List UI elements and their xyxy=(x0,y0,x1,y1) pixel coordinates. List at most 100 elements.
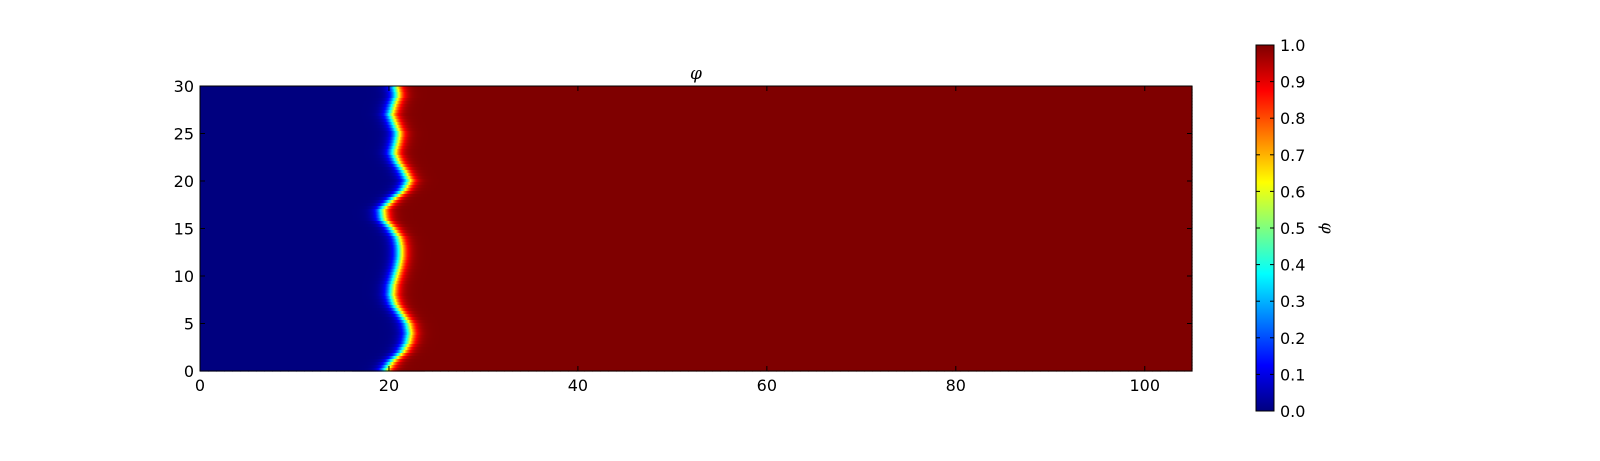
heatmap-cell xyxy=(373,128,375,132)
heatmap-cell xyxy=(1140,134,1149,138)
heatmap-cell xyxy=(208,110,217,114)
heatmap-cell xyxy=(667,128,676,132)
heatmap-cell xyxy=(398,161,400,165)
heatmap-cell xyxy=(488,122,497,126)
heatmap-cell xyxy=(476,161,485,165)
heatmap-cell xyxy=(401,122,403,126)
heatmap-cell xyxy=(837,113,846,117)
heatmap-cell xyxy=(800,122,809,126)
heatmap-cell xyxy=(256,146,265,150)
heatmap-cell xyxy=(419,131,421,135)
heatmap-cell xyxy=(756,161,765,165)
heatmap-cell xyxy=(395,134,397,138)
heatmap-cell xyxy=(1004,161,1013,165)
heatmap-cell xyxy=(394,161,396,165)
heatmap-cell xyxy=(395,125,397,129)
heatmap-cell xyxy=(931,137,940,141)
heatmap-cell xyxy=(1035,128,1044,132)
heatmap-cell xyxy=(392,137,394,141)
heatmap-cell xyxy=(1040,122,1049,126)
heatmap-cell xyxy=(898,158,907,162)
heatmap-cell xyxy=(1004,131,1013,135)
heatmap-cell xyxy=(390,107,392,111)
heatmap-cell xyxy=(902,116,911,120)
heatmap-cell xyxy=(379,152,381,156)
heatmap-cell xyxy=(385,125,387,129)
heatmap-cell xyxy=(787,95,796,99)
heatmap-cell xyxy=(216,161,225,165)
heatmap-cell xyxy=(366,155,368,159)
heatmap-cell xyxy=(844,134,853,138)
heatmap-cell xyxy=(954,143,963,147)
heatmap-cell xyxy=(848,122,857,126)
heatmap-cell xyxy=(423,155,425,159)
heatmap-cell xyxy=(1106,89,1115,93)
heatmap-cell xyxy=(924,161,933,165)
heatmap-cell xyxy=(1058,98,1067,102)
heatmap-cell xyxy=(582,107,591,111)
heatmap-cell xyxy=(411,131,413,135)
heatmap-cell xyxy=(360,155,362,159)
heatmap-cell xyxy=(397,107,399,111)
heatmap-cell xyxy=(413,101,415,105)
heatmap-cell xyxy=(1108,131,1117,135)
heatmap-cell xyxy=(216,113,225,117)
heatmap-cell xyxy=(502,107,511,111)
heatmap-cell xyxy=(1166,116,1175,120)
heatmap-cell xyxy=(478,164,487,168)
heatmap-cell xyxy=(405,158,407,162)
heatmap-cell xyxy=(834,86,843,90)
heatmap-cell xyxy=(399,146,401,150)
heatmap-cell xyxy=(398,125,400,129)
heatmap-cell xyxy=(256,152,265,156)
heatmap-cell xyxy=(1118,116,1127,120)
heatmap-cell xyxy=(296,143,305,147)
heatmap-cell xyxy=(686,107,695,111)
heatmap-cell xyxy=(397,143,399,147)
heatmap-cell xyxy=(409,128,411,132)
heatmap-cell xyxy=(420,155,422,159)
heatmap-cell xyxy=(426,137,428,141)
heatmap-cell xyxy=(407,110,409,114)
heatmap-cell xyxy=(272,110,281,114)
heatmap-cell xyxy=(1086,107,1095,111)
heatmap-cell xyxy=(256,137,265,141)
heatmap-cell xyxy=(977,155,986,159)
heatmap-cell xyxy=(288,158,297,162)
heatmap-cell xyxy=(494,116,503,120)
heatmap-cell xyxy=(378,137,380,141)
heatmap-cell xyxy=(891,92,900,96)
heatmap-cell xyxy=(411,122,413,126)
heatmap-cell xyxy=(675,128,684,132)
heatmap-cell xyxy=(1058,86,1067,90)
heatmap-cell xyxy=(280,152,289,156)
heatmap-cell xyxy=(899,140,908,144)
heatmap-cell xyxy=(835,128,844,132)
heatmap-cell xyxy=(521,155,530,159)
heatmap-cell xyxy=(200,98,209,102)
heatmap-cell xyxy=(377,92,379,96)
heatmap-cell xyxy=(361,146,363,150)
heatmap-cell xyxy=(1049,146,1058,150)
heatmap-cell xyxy=(376,98,378,102)
heatmap-cell xyxy=(747,137,756,141)
heatmap-cell xyxy=(381,104,383,108)
heatmap-cell xyxy=(670,110,679,114)
heatmap-cell xyxy=(381,128,383,132)
heatmap-cell xyxy=(714,143,723,147)
heatmap-cell xyxy=(428,86,430,90)
heatmap-cell xyxy=(609,155,618,159)
heatmap-cell xyxy=(1083,137,1092,141)
heatmap-cell xyxy=(378,134,380,138)
heatmap-cell xyxy=(1030,116,1039,120)
heatmap-cell xyxy=(422,98,424,102)
heatmap-cell xyxy=(416,86,418,90)
heatmap-cell xyxy=(404,89,406,93)
heatmap-cell xyxy=(414,113,416,117)
heatmap-cell xyxy=(385,155,387,159)
heatmap-cell xyxy=(808,149,817,153)
heatmap-cell xyxy=(391,134,393,138)
heatmap-cell xyxy=(456,149,465,153)
heatmap-cell xyxy=(264,146,273,150)
heatmap-cell xyxy=(382,113,384,117)
